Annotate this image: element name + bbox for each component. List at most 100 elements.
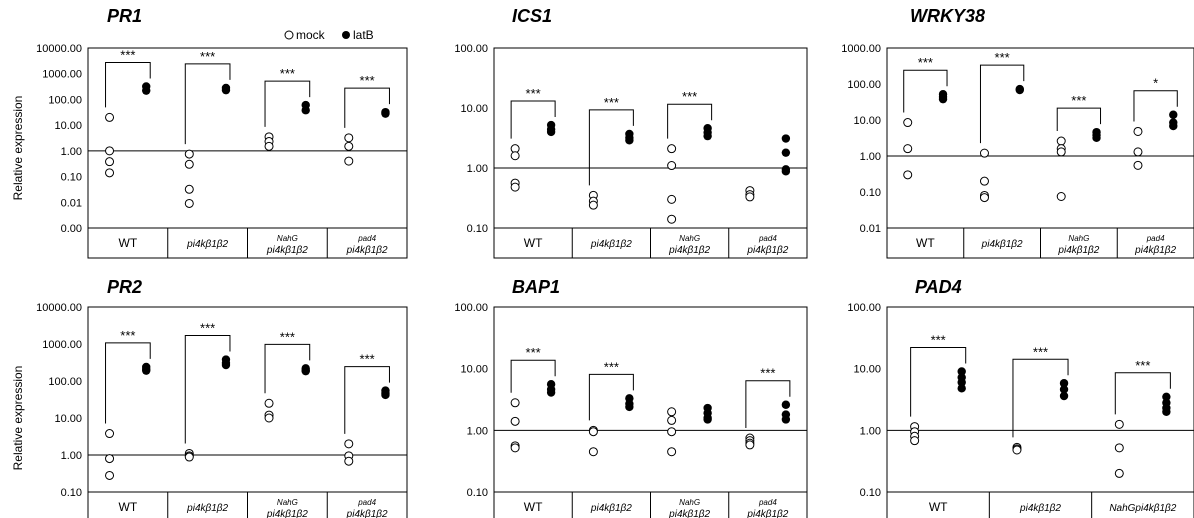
significance-label: *** (604, 359, 619, 374)
chart-title: PR2 (107, 277, 142, 297)
latb-point (301, 106, 310, 115)
mock-point (344, 456, 354, 466)
legend-mock-label: mock (296, 28, 326, 42)
y-tick-label: 10.00 (54, 413, 82, 425)
category-label: NahG (277, 234, 298, 243)
chart-wrky38: WRKY38 1000.00 100.00 10.00 1.00 0.10 0.01 WT pi… (841, 6, 1194, 259)
significance-bracket (510, 100, 556, 139)
significance-label: *** (682, 89, 697, 104)
significance-label: *** (760, 366, 775, 381)
chart-pr1: PR1 10000.00 1000.00 100.00 10.00 1.00 0.10 0.0… (36, 6, 408, 259)
mock-point (510, 151, 520, 161)
category-label: WT (916, 236, 935, 250)
mock-point (510, 416, 520, 426)
mock-point (745, 440, 755, 450)
category-label: pi4kβ1β2 (266, 245, 308, 256)
category-label: WT (524, 500, 543, 514)
chart-pad4: PAD4 100.00 10.00 1.00 0.10 WT pi4kβ1β2 NahGpi4… (847, 277, 1194, 518)
y-tick-label: 100.00 (48, 94, 82, 106)
mock-point (510, 398, 520, 408)
legend: mock latB (284, 28, 374, 42)
significance-bracket (264, 80, 311, 127)
significance-bracket (184, 335, 231, 444)
y-tick-label: 10.00 (460, 103, 488, 115)
category-label: pad4 (758, 498, 777, 507)
category-label: NahGpi4kβ1β2 (1109, 503, 1176, 514)
latb-point (625, 136, 634, 145)
mock-point (1056, 191, 1066, 201)
category-label: pad4 (1146, 234, 1165, 243)
y-tick-label: 1.00 (467, 163, 488, 175)
significance-label: *** (200, 49, 215, 64)
chart-ics1: ICS1 100.00 10.00 1.00 0.10 WT pi4kβ1β2 NahG pi4… (454, 6, 808, 259)
y-tick-label: 10.00 (853, 115, 881, 127)
y-tick-label: 100.00 (454, 302, 488, 314)
category-label: pi4kβ1β2 (746, 509, 788, 518)
latb-point (1015, 85, 1024, 95)
significance-label: *** (1071, 93, 1086, 108)
mock-point (667, 214, 677, 224)
latb-point (301, 366, 310, 376)
plot-frame (886, 47, 1194, 229)
mock-point (184, 452, 194, 462)
latb-point (957, 378, 966, 387)
category-label: pi4kβ1β2 (981, 239, 1023, 250)
latb-point (142, 366, 151, 375)
mock-point (588, 427, 598, 437)
significance-label: *** (280, 66, 295, 81)
category-label: WT (524, 236, 543, 250)
significance-label: * (1153, 76, 1158, 91)
mock-point (105, 429, 115, 439)
latb-point (1059, 385, 1069, 394)
category-label: NahG (679, 234, 700, 243)
category-label: pi4kβ1β2 (186, 239, 228, 250)
y-tick-label: 10000.00 (36, 302, 82, 314)
mock-point (510, 182, 520, 192)
latb-point (703, 131, 712, 141)
category-label: pi4kβ1β2 (346, 245, 388, 256)
category-label: pi4kβ1β2 (668, 245, 710, 256)
mock-point (184, 198, 194, 208)
category-label: NahG (1068, 234, 1089, 243)
plot-frame (493, 47, 808, 229)
latb-point (781, 134, 791, 143)
significance-label: *** (120, 328, 135, 343)
significance-bracket (979, 64, 1025, 144)
y-axis-label-top: Relative expression (11, 96, 25, 201)
latb-point (781, 148, 791, 157)
mock-point (264, 398, 274, 408)
category-label: pi4kβ1β2 (590, 239, 632, 250)
mock-point (264, 141, 274, 151)
y-tick-label: 10000.00 (36, 43, 82, 55)
mock-point (667, 144, 677, 154)
mock-point (105, 112, 115, 122)
significance-label: *** (1033, 344, 1048, 359)
latb-point (703, 415, 712, 424)
mock-point (1133, 147, 1143, 157)
legend-latb-label: latB (353, 28, 374, 42)
significance-bracket (588, 109, 634, 186)
mock-point (903, 118, 913, 128)
significance-bracket (184, 63, 231, 145)
latb-point (381, 390, 390, 400)
latb-point (1059, 391, 1069, 401)
significance-label: *** (526, 86, 541, 101)
y-tick-label: 0.10 (467, 223, 488, 235)
mock-point (264, 413, 274, 423)
latb-point (221, 360, 231, 370)
category-label: pi4kβ1β2 (266, 509, 308, 518)
mock-point (105, 168, 115, 178)
latb-point (142, 86, 151, 95)
mock-point (667, 427, 677, 437)
latb-point (1092, 133, 1101, 143)
y-tick-label: 0.01 (61, 197, 82, 209)
category-label: pi4kβ1β2 (186, 503, 228, 514)
significance-bracket (588, 373, 634, 421)
significance-label: *** (200, 321, 215, 336)
mock-point (667, 415, 677, 425)
significance-bracket (344, 366, 390, 434)
latb-point (1169, 121, 1178, 131)
y-tick-label: 100.00 (847, 302, 881, 314)
mock-point (588, 447, 598, 457)
latb-point (1162, 392, 1171, 401)
